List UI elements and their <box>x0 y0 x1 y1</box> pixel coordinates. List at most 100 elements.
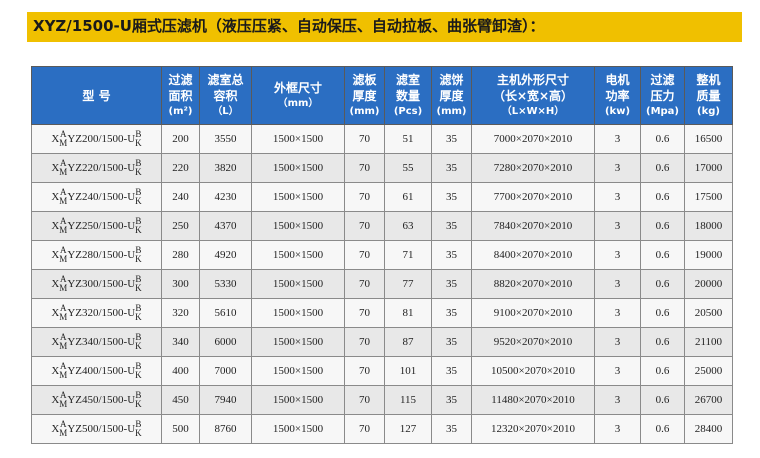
frame-cell: 1500×1500 <box>251 240 345 270</box>
power-cell: 3 <box>594 414 641 444</box>
frame-cell: 1500×1500 <box>251 153 345 183</box>
frame-cell: 1500×1500 <box>251 327 345 357</box>
weight-cell: 19000 <box>684 240 733 270</box>
weight-cell: 28400 <box>684 414 733 444</box>
header-filter-area: 过滤 面积 (m²) <box>161 66 200 125</box>
cake-cell: 35 <box>431 327 472 357</box>
plate-cell: 70 <box>344 211 385 241</box>
plate-cell: 70 <box>344 385 385 415</box>
cake-cell: 35 <box>431 211 472 241</box>
model-cell: X A M YZ250/1500-U B K <box>31 211 162 241</box>
chambers-cell: 127 <box>384 414 432 444</box>
pressure-cell: 0.6 <box>640 182 685 212</box>
header-motor-power: 电机 功率 (kw) <box>594 66 641 125</box>
model-cell: X A M YZ280/1500-U B K <box>31 240 162 270</box>
chambers-cell: 55 <box>384 153 432 183</box>
cake-cell: 35 <box>431 182 472 212</box>
title-bar: XYZ/1500-U厢式压滤机（液压压紧、自动保压、自动拉板、曲张臂卸渣）： <box>27 12 742 42</box>
model-cell: X A M YZ320/1500-U B K <box>31 298 162 328</box>
cake-cell: 35 <box>431 356 472 386</box>
plate-cell: 70 <box>344 356 385 386</box>
power-cell: 3 <box>594 211 641 241</box>
pressure-cell: 0.6 <box>640 269 685 299</box>
power-cell: 3 <box>594 356 641 386</box>
model-cell: X A M YZ240/1500-U B K <box>31 182 162 212</box>
area-cell: 200 <box>161 124 200 154</box>
table-row: X A M YZ300/1500-U B K 300 5330 1500×1500 70 … <box>31 269 733 299</box>
plate-cell: 70 <box>344 327 385 357</box>
area-cell: 400 <box>161 356 200 386</box>
model-cell: X A M YZ400/1500-U B K <box>31 356 162 386</box>
header-row: 型 号 过滤 面积 (m²) 滤室总 容积 （L） 外框尺寸 （mm） 滤板 厚… <box>31 66 733 125</box>
table-row: X A M YZ500/1500-U B K 500 8760 1500×1500 70 … <box>31 414 733 444</box>
dims-cell: 9100×2070×2010 <box>471 298 595 328</box>
area-cell: 450 <box>161 385 200 415</box>
volume-cell: 7000 <box>199 356 252 386</box>
area-cell: 320 <box>161 298 200 328</box>
header-chamber-volume: 滤室总 容积 （L） <box>199 66 252 125</box>
header-weight: 整机 质量 (kg) <box>684 66 733 125</box>
pressure-cell: 0.6 <box>640 327 685 357</box>
table-row: X A M YZ220/1500-U B K 220 3820 1500×1500 70 … <box>31 153 733 183</box>
weight-cell: 25000 <box>684 356 733 386</box>
dims-cell: 11480×2070×2010 <box>471 385 595 415</box>
weight-cell: 20000 <box>684 269 733 299</box>
area-cell: 280 <box>161 240 200 270</box>
area-cell: 300 <box>161 269 200 299</box>
table-row: X A M YZ340/1500-U B K 340 6000 1500×1500 70 … <box>31 327 733 357</box>
area-cell: 250 <box>161 211 200 241</box>
power-cell: 3 <box>594 153 641 183</box>
weight-cell: 20500 <box>684 298 733 328</box>
power-cell: 3 <box>594 124 641 154</box>
chambers-cell: 63 <box>384 211 432 241</box>
weight-cell: 16500 <box>684 124 733 154</box>
weight-cell: 17500 <box>684 182 733 212</box>
table-body: X A M YZ200/1500-U B K 200 3550 1500×1500 70 … <box>31 124 733 444</box>
weight-cell: 17000 <box>684 153 733 183</box>
plate-cell: 70 <box>344 298 385 328</box>
frame-cell: 1500×1500 <box>251 182 345 212</box>
cake-cell: 35 <box>431 269 472 299</box>
plate-cell: 70 <box>344 182 385 212</box>
plate-cell: 70 <box>344 240 385 270</box>
model-cell: X A M YZ220/1500-U B K <box>31 153 162 183</box>
table-row: X A M YZ320/1500-U B K 320 5610 1500×1500 70 … <box>31 298 733 328</box>
frame-cell: 1500×1500 <box>251 211 345 241</box>
cake-cell: 35 <box>431 385 472 415</box>
volume-cell: 5610 <box>199 298 252 328</box>
dims-cell: 8400×2070×2010 <box>471 240 595 270</box>
pressure-cell: 0.6 <box>640 385 685 415</box>
area-cell: 220 <box>161 153 200 183</box>
dims-cell: 7840×2070×2010 <box>471 211 595 241</box>
frame-cell: 1500×1500 <box>251 269 345 299</box>
chambers-cell: 51 <box>384 124 432 154</box>
frame-cell: 1500×1500 <box>251 356 345 386</box>
header-cake-thickness: 滤饼 厚度 (mm) <box>431 66 472 125</box>
model-cell: X A M YZ340/1500-U B K <box>31 327 162 357</box>
pressure-cell: 0.6 <box>640 124 685 154</box>
area-cell: 340 <box>161 327 200 357</box>
dims-cell: 10500×2070×2010 <box>471 356 595 386</box>
cake-cell: 35 <box>431 153 472 183</box>
area-cell: 500 <box>161 414 200 444</box>
model-cell: X A M YZ500/1500-U B K <box>31 414 162 444</box>
power-cell: 3 <box>594 327 641 357</box>
header-chamber-count: 滤室 数量 (Pcs) <box>384 66 432 125</box>
chambers-cell: 81 <box>384 298 432 328</box>
plate-cell: 70 <box>344 414 385 444</box>
model-cell: X A M YZ450/1500-U B K <box>31 385 162 415</box>
volume-cell: 7940 <box>199 385 252 415</box>
plate-cell: 70 <box>344 124 385 154</box>
frame-cell: 1500×1500 <box>251 385 345 415</box>
power-cell: 3 <box>594 240 641 270</box>
dims-cell: 12320×2070×2010 <box>471 414 595 444</box>
spec-table: 型 号 过滤 面积 (m²) 滤室总 容积 （L） 外框尺寸 （mm） 滤板 厚… <box>31 66 733 444</box>
plate-cell: 70 <box>344 153 385 183</box>
table-row: X A M YZ280/1500-U B K 280 4920 1500×1500 70 … <box>31 240 733 270</box>
dims-cell: 7700×2070×2010 <box>471 182 595 212</box>
header-dimensions: 主机外形尺寸 （长×宽×高） （L×W×H） <box>471 66 595 125</box>
dims-cell: 9520×2070×2010 <box>471 327 595 357</box>
cake-cell: 35 <box>431 124 472 154</box>
dims-cell: 8820×2070×2010 <box>471 269 595 299</box>
frame-cell: 1500×1500 <box>251 414 345 444</box>
